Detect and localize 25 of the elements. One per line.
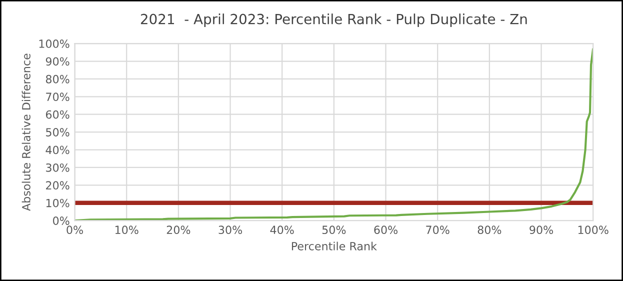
y-tick-label: 30% xyxy=(46,163,70,172)
x-tick-label: 70% xyxy=(426,226,450,234)
x-tick-label: 100% xyxy=(578,226,608,234)
y-tick-label: 70% xyxy=(46,92,70,102)
y-tick-label: 60% xyxy=(46,110,70,119)
chart-title: 2021 - April 2023: Percentile Rank - Pulp Duplicate - Zn xyxy=(140,14,527,27)
y-tick-label: 80% xyxy=(46,74,70,84)
y-tick-label: 100% xyxy=(39,40,70,48)
x-tick-label: 10% xyxy=(115,226,138,234)
x-tick-label: 20% xyxy=(166,226,190,234)
y-axis-title: Absolute Relative Difference xyxy=(22,54,30,211)
x-tick-label: 90% xyxy=(530,226,553,234)
y-tick-label: 40% xyxy=(46,146,70,154)
x-tick-label: 40% xyxy=(270,226,294,234)
y-tick-label: 0% xyxy=(53,216,70,225)
x-axis-title: Percentile Rank xyxy=(292,242,377,250)
y-tick-label: 50% xyxy=(46,128,70,136)
x-tick-label: 60% xyxy=(374,226,398,234)
x-tick-label: 0% xyxy=(66,226,83,234)
y-tick-label: 10% xyxy=(46,198,70,208)
x-tick-label: 80% xyxy=(478,226,502,234)
x-tick-label: 30% xyxy=(218,226,242,234)
x-tick-label: 50% xyxy=(322,226,346,234)
y-tick-label: 90% xyxy=(46,57,70,66)
y-tick-label: 20% xyxy=(46,181,70,190)
